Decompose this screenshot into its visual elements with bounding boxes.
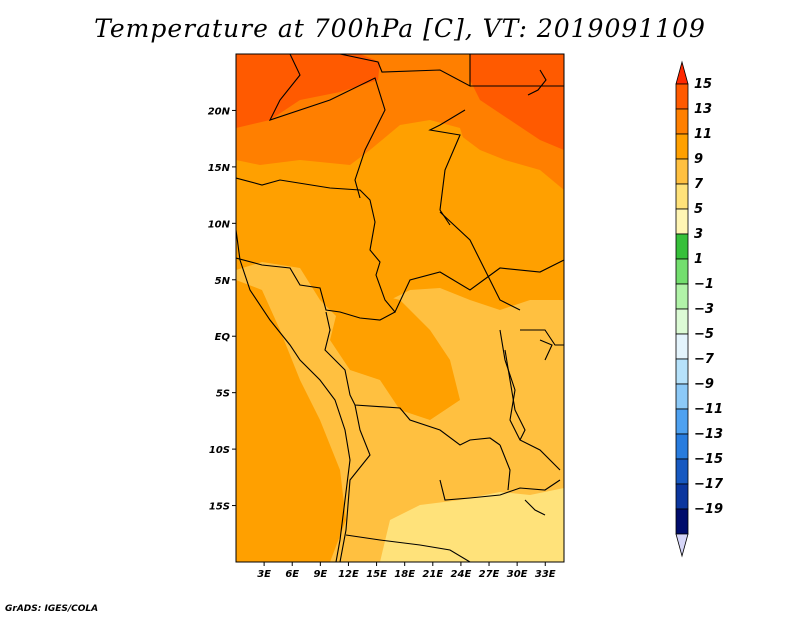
colorbar-box xyxy=(675,483,689,510)
colorbar-box xyxy=(675,433,689,460)
lon-axis: 3E 6E 9E 12E 15E 18E 21E 24E 27E 30E 33E xyxy=(257,562,556,580)
lon-tick-label: 6E xyxy=(285,569,299,580)
lat-tick-label: 5N xyxy=(215,276,231,287)
lat-tick-label: 5S xyxy=(216,389,230,400)
border-line xyxy=(236,257,396,321)
colorbar-label: −3 xyxy=(694,302,714,317)
colorbar-box xyxy=(675,158,689,185)
colorbar-label: −1 xyxy=(694,277,714,292)
colorbar-top-arrow xyxy=(675,60,689,85)
colorbar-box xyxy=(675,83,689,110)
colorbar-label: 7 xyxy=(694,177,704,192)
border-line xyxy=(339,54,471,87)
border-line xyxy=(324,311,501,446)
field-northwest-13to15 xyxy=(236,54,380,128)
border-line xyxy=(439,479,561,501)
credit-text: GrADS: IGES/COLA xyxy=(5,604,99,614)
colorbar-box xyxy=(675,208,689,235)
temperature-field xyxy=(236,54,564,562)
lon-tick-label: 21E xyxy=(422,569,443,580)
border-line xyxy=(439,211,521,311)
border-line xyxy=(499,444,511,491)
colorbar-label: −13 xyxy=(694,427,723,442)
field-northmid-9to11 xyxy=(340,120,470,230)
lon-tick-label: 9E xyxy=(313,569,327,580)
lon-tick-label: 30E xyxy=(507,569,528,580)
border-line xyxy=(339,404,371,562)
border-line xyxy=(236,177,564,314)
field-west-coast-9to11 xyxy=(236,280,346,562)
colorbar-label: −9 xyxy=(694,377,714,392)
lon-tick-label: 18E xyxy=(394,569,415,580)
colorbar-bottom-arrow xyxy=(675,533,689,558)
plot-frame xyxy=(235,53,565,563)
lat-tick-label: 10N xyxy=(208,219,231,230)
colorbar-box xyxy=(675,308,689,335)
colorbar-label: −7 xyxy=(694,352,715,367)
colorbar-label: 9 xyxy=(694,152,703,167)
lon-tick-label: 24E xyxy=(451,569,472,580)
colorbar-box xyxy=(675,383,689,410)
chart-title: Temperature at 700hPa [C], VT: 201909110… xyxy=(94,14,706,43)
lake-outline xyxy=(539,339,553,361)
lon-tick-label: 27E xyxy=(479,569,500,580)
colorbar-label: 3 xyxy=(694,227,703,242)
lon-tick-label: 3E xyxy=(257,569,271,580)
colorbar-label: 15 xyxy=(694,77,712,92)
colorbar-box xyxy=(675,508,689,535)
field-southeast-5to7 xyxy=(380,488,564,562)
colorbar-label: −11 xyxy=(694,402,723,417)
border-line xyxy=(268,54,386,199)
lat-tick-label: EQ xyxy=(215,332,231,343)
colorbar-box xyxy=(675,258,689,285)
colorbar: 15 13 11 9 7 5 3 1 −1 −3 −5 −7 −9 −11 −13 −15 −17 −19 xyxy=(675,60,724,558)
colorbar-box xyxy=(675,233,689,260)
colorbar-box xyxy=(675,133,689,160)
colorbar-box xyxy=(675,458,689,485)
colorbar-label: 13 xyxy=(694,102,712,117)
colorbar-label: −19 xyxy=(694,502,723,517)
colorbar-label: 5 xyxy=(694,202,703,217)
colorbar-box xyxy=(675,108,689,135)
lat-tick-label: 15N xyxy=(208,163,231,174)
border-line xyxy=(428,109,466,226)
border-line xyxy=(520,329,564,346)
colorbar-box xyxy=(675,183,689,210)
lat-tick-label: 10S xyxy=(209,445,230,456)
colorbar-label: −17 xyxy=(694,477,724,492)
country-borders xyxy=(236,54,564,562)
lon-tick-label: 33E xyxy=(535,569,556,580)
colorbar-box xyxy=(675,283,689,310)
field-central-9to11 xyxy=(330,290,460,420)
colorbar-label: 1 xyxy=(694,252,703,267)
colorbar-label: −5 xyxy=(694,327,714,342)
lat-tick-label: 15S xyxy=(209,502,230,513)
border-line xyxy=(499,329,561,471)
lon-tick-label: 15E xyxy=(366,569,387,580)
coastline xyxy=(236,229,351,562)
border-line xyxy=(345,534,471,562)
colorbar-box xyxy=(675,333,689,360)
coastline xyxy=(527,69,547,96)
lon-tick-label: 12E xyxy=(338,569,359,580)
colorbar-label: −15 xyxy=(694,452,723,467)
colorbar-box xyxy=(675,358,689,385)
colorbar-box xyxy=(675,408,689,435)
lake-outline xyxy=(504,349,526,441)
field-northeast-13to15 xyxy=(470,54,564,150)
colorbar-label: 11 xyxy=(694,127,712,142)
lat-axis: 20N 15N 10N 5N EQ 5S 10S 15S xyxy=(208,106,236,513)
lat-tick-label: 20N xyxy=(208,106,231,117)
lake-outline xyxy=(524,499,546,516)
